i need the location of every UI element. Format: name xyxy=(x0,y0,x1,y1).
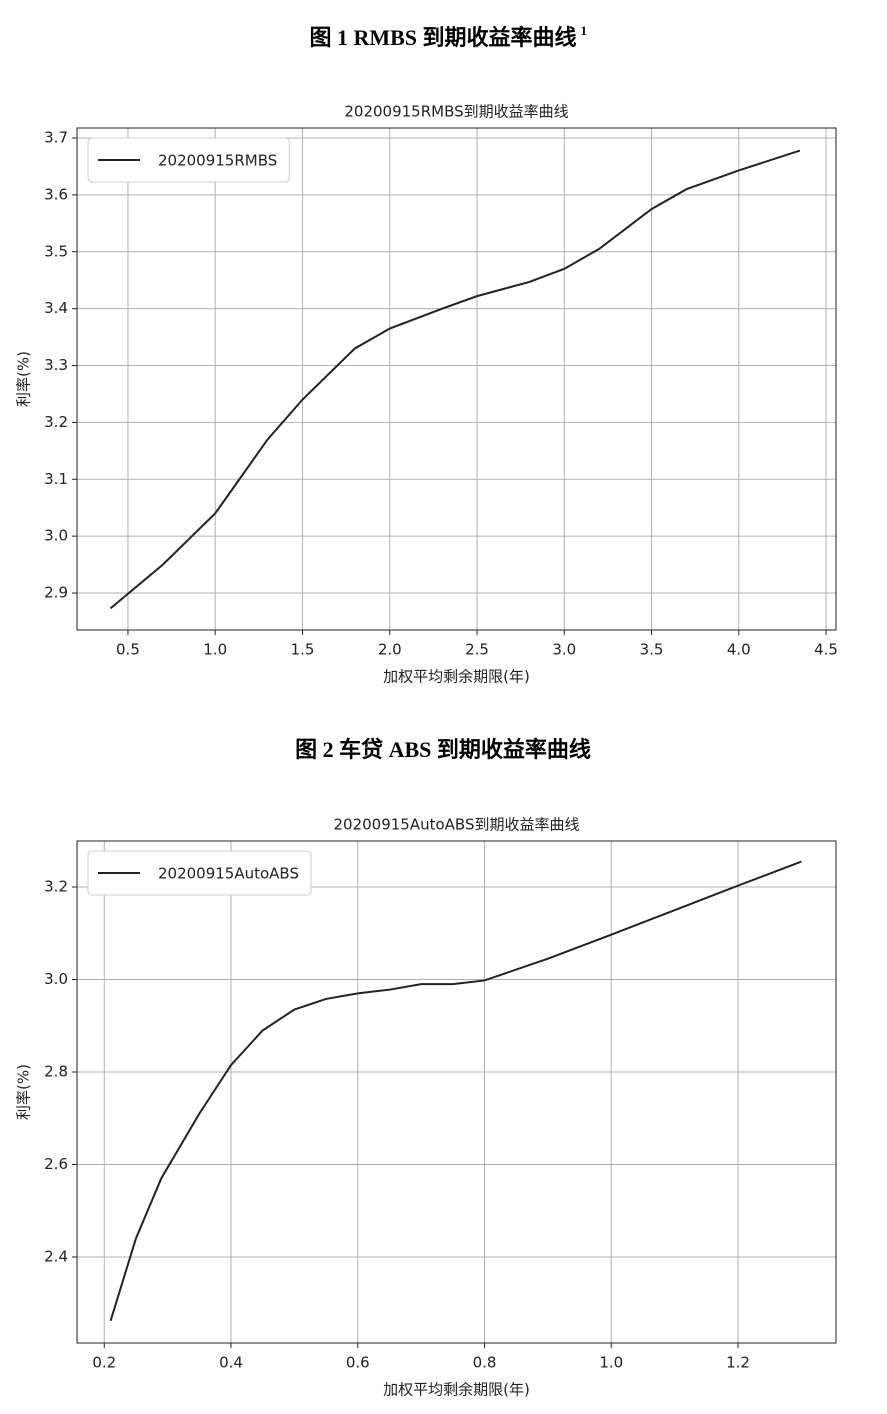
y-tick-label: 3.3 xyxy=(44,356,68,374)
y-axis-label: 利率(%) xyxy=(15,1064,33,1120)
x-tick-label: 3.0 xyxy=(552,641,576,659)
x-tick-label: 3.5 xyxy=(640,641,664,659)
x-axis-label: 加权平均剩余期限(年) xyxy=(383,668,530,686)
legend-label: 20200915RMBS xyxy=(158,152,277,170)
legend-box xyxy=(87,850,312,896)
x-tick-label: 0.8 xyxy=(473,1354,497,1372)
y-tick-label: 3.5 xyxy=(44,242,68,260)
y-axis-label: 利率(%) xyxy=(15,351,33,407)
y-tick-label: 3.2 xyxy=(44,413,68,431)
x-tick-label: 0.2 xyxy=(92,1354,116,1372)
y-tick-label: 3.2 xyxy=(44,878,68,896)
x-tick-label: 1.0 xyxy=(599,1354,623,1372)
y-tick-label: 2.6 xyxy=(44,1155,68,1173)
x-tick-label: 1.5 xyxy=(291,641,315,659)
y-tick-label: 2.4 xyxy=(44,1247,68,1265)
x-tick-label: 0.5 xyxy=(116,641,140,659)
x-tick-label: 1.0 xyxy=(203,641,227,659)
chart-title: 20200915RMBS到期收益率曲线 xyxy=(344,103,568,121)
figure-caption: 图 2 车贷 ABS 到期收益率曲线 xyxy=(295,737,591,762)
y-tick-label: 3.0 xyxy=(44,527,68,545)
caption-footnote: 1 xyxy=(581,23,588,38)
x-tick-label: 2.0 xyxy=(378,641,402,659)
series-line xyxy=(109,860,802,1322)
y-tick-label: 3.6 xyxy=(44,185,68,203)
plot-frame xyxy=(76,840,837,1344)
figure-caption: 图 1 RMBS 到期收益率曲线 xyxy=(309,25,576,50)
x-tick-label: 2.5 xyxy=(465,641,489,659)
y-tick-label: 3.4 xyxy=(44,299,68,317)
x-tick-label: 0.6 xyxy=(346,1354,370,1372)
chart-title: 20200915AutoABS到期收益率曲线 xyxy=(334,816,580,834)
legend-box xyxy=(87,137,290,183)
x-axis-label: 加权平均剩余期限(年) xyxy=(383,1381,530,1399)
series-line xyxy=(109,149,801,610)
y-tick-label: 2.9 xyxy=(44,584,68,602)
x-tick-label: 4.0 xyxy=(727,641,751,659)
x-tick-label: 4.5 xyxy=(814,641,838,659)
x-tick-label: 0.4 xyxy=(219,1354,243,1372)
y-tick-label: 3.0 xyxy=(44,970,68,988)
x-tick-label: 1.2 xyxy=(726,1354,750,1372)
plot-frame xyxy=(76,127,837,631)
y-tick-label: 3.1 xyxy=(44,470,68,488)
legend-label: 20200915AutoABS xyxy=(158,865,299,883)
y-tick-label: 3.7 xyxy=(44,129,68,147)
y-tick-label: 2.8 xyxy=(44,1062,68,1080)
